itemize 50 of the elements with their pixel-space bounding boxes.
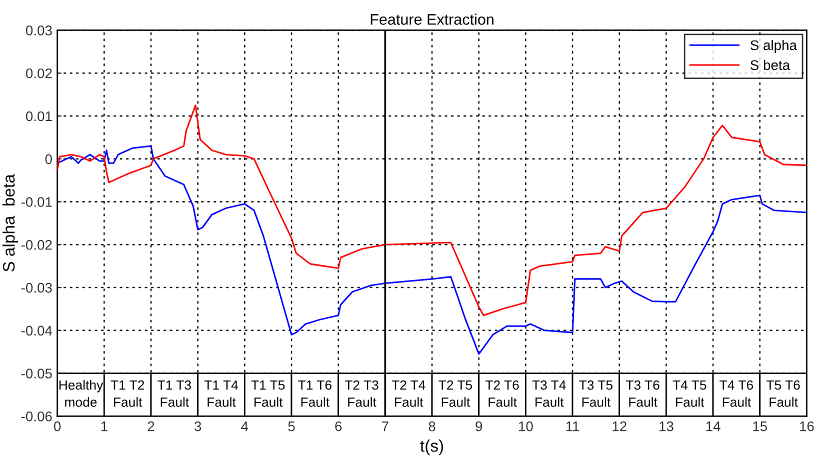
x-tick-label: 4: [241, 422, 248, 432]
x-tick-label: 0: [54, 421, 61, 432]
y-tick-label: -0.05: [21, 368, 52, 378]
band-label: T1 T4 Fault: [204, 380, 238, 407]
band-label: T1 T5 Fault: [251, 380, 285, 407]
band-label: T1 T3 Fault: [158, 380, 191, 407]
band-label: T2 T6 Fault: [485, 380, 519, 407]
y-tick-label: -0.02: [21, 240, 52, 250]
x-tick-label: 3: [194, 421, 202, 432]
band-label: T2 T5 Fault: [438, 380, 472, 407]
x-axis-title: t(s): [420, 440, 444, 456]
x-tick-label: 9: [476, 421, 482, 432]
band-label: T2 T4 Fault: [392, 380, 426, 407]
band-label: T4 T5 Fault: [672, 380, 706, 407]
x-tick-label: 6: [335, 421, 342, 432]
line-series: [57, 145, 807, 355]
band-label: T3 T6 Fault: [626, 380, 660, 407]
line-series: [57, 104, 807, 316]
y-tick-label: -0.04: [21, 326, 52, 336]
y-tick-label: 0.01: [26, 111, 52, 122]
y-axis-title: S alpha beta: [2, 174, 18, 272]
x-tick-label: 14: [706, 422, 720, 432]
y-tick-label: 0.03: [26, 26, 52, 36]
x-tick-label: 2: [148, 421, 154, 432]
band-label: T2 T3 Fault: [344, 380, 378, 407]
x-tick-label: 12: [612, 421, 626, 432]
y-tick-label: -0.01: [21, 197, 52, 207]
y-tick-label: -0.03: [21, 282, 52, 293]
y-tick-label: 0.02: [26, 68, 52, 78]
band-label: Healthy mode: [59, 380, 104, 407]
x-tick-label: 11: [566, 422, 580, 432]
x-tick-label: 15: [753, 422, 768, 432]
band-label: T4 T6 Fault: [720, 380, 753, 407]
y-tick-label: -0.06: [21, 412, 52, 422]
x-tick-label: 8: [428, 421, 436, 432]
band-label: T1 T2 Fault: [110, 380, 144, 407]
band-label: T3 T4 Fault: [532, 380, 566, 407]
band-label: T3 T5 Fault: [579, 380, 613, 407]
chart-title: Feature Extraction: [370, 14, 494, 25]
legend-label: S alpha: [750, 40, 797, 53]
x-tick-label: 10: [519, 421, 533, 432]
x-tick-label: 1: [101, 422, 108, 432]
x-tick-label: 5: [288, 422, 295, 432]
x-tick-label: 13: [660, 421, 674, 432]
x-tick-label: 7: [382, 422, 388, 432]
band-label: T1 T6 Fault: [298, 380, 332, 407]
y-tick-label: 0: [45, 154, 52, 164]
legend-label: S beta: [750, 60, 790, 70]
x-tick-label: 16: [800, 421, 814, 432]
band-label: T5 T6 Fault: [766, 380, 800, 407]
